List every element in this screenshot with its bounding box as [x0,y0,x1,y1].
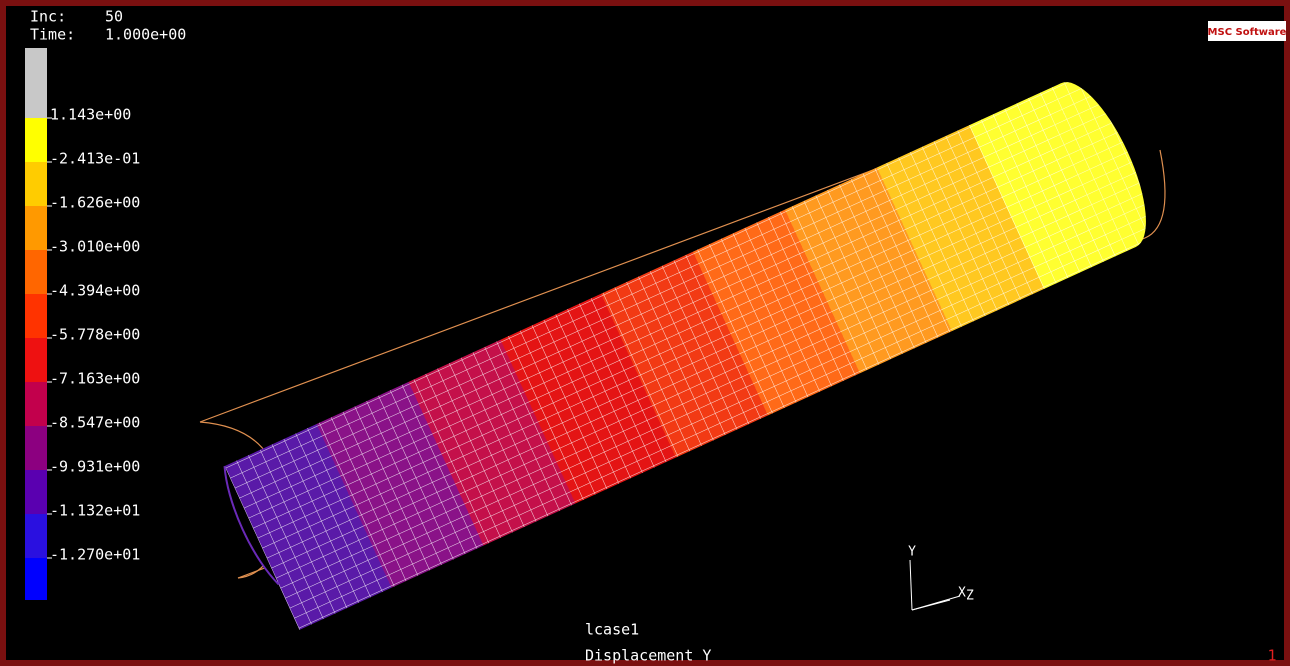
legend-label: -7.163e+00 [50,370,140,388]
logo: MSC Software [1208,21,1287,41]
legend-swatch [25,118,47,162]
legend-swatch [25,426,47,470]
triad-x: X [958,586,966,601]
legend-label: -1.270e+01 [50,546,140,564]
legend-swatch [25,162,47,206]
legend-label: -3.010e+00 [50,238,140,256]
logo-text: MSC Software [1208,27,1287,38]
legend-label: -8.547e+00 [50,414,140,432]
legend-label: -1.132e+01 [50,502,140,520]
view-number: 1 [1267,647,1276,665]
legend-swatch [25,470,47,514]
triad-y: Y [908,545,916,560]
quantity: Displacement Y [585,647,711,665]
time-value: 1.000e+00 [105,26,186,44]
legend-label: -1.626e+00 [50,194,140,212]
legend-label: 1.143e+00 [50,106,131,124]
legend-label: -4.394e+00 [50,282,140,300]
legend-label: -5.778e+00 [50,326,140,344]
triad-z: Z [966,589,974,604]
viewport: Inc: 50 Time: 1.000e+00 MSC Software 1.1… [0,0,1290,666]
load-case: lcase1 [585,621,639,639]
legend-label: -9.931e+00 [50,458,140,476]
legend-swatch [25,514,47,558]
page: Inc: 50 Time: 1.000e+00 MSC Software 1.1… [0,0,1290,666]
legend-swatch [25,48,47,118]
time-label: Time: [30,26,75,44]
legend-swatch [25,382,47,426]
legend-label: -2.413e-01 [50,150,140,168]
legend-swatch [25,206,47,250]
inc-value: 50 [105,8,123,26]
legend-swatch [25,294,47,338]
inc-label: Inc: [30,8,66,26]
legend-swatch [25,558,47,600]
legend-swatch [25,250,47,294]
legend-swatch [25,338,47,382]
